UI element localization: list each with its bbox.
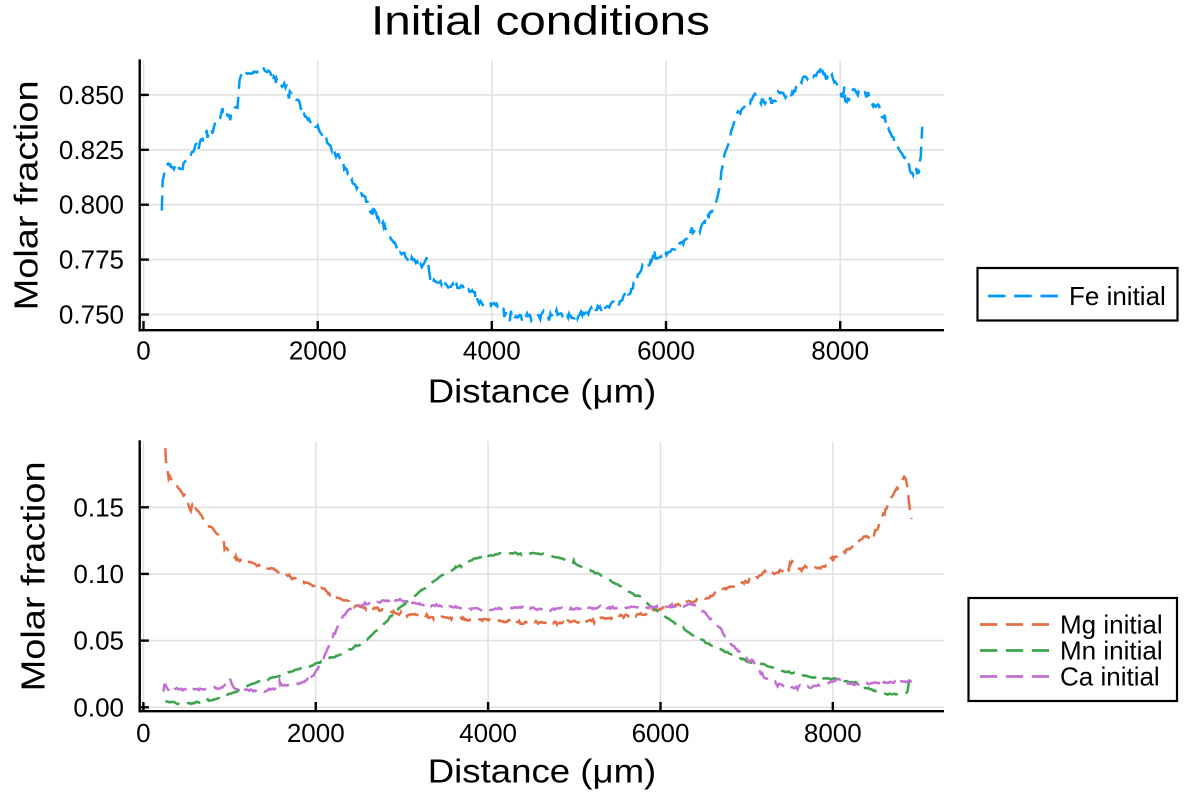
svg-text:0.775: 0.775	[59, 245, 124, 275]
svg-text:8000: 8000	[804, 718, 862, 748]
svg-text:4000: 4000	[463, 336, 521, 366]
svg-text:Distance (μm): Distance (μm)	[428, 753, 657, 790]
svg-text:6000: 6000	[632, 718, 690, 748]
svg-text:Fe initial: Fe initial	[1069, 281, 1166, 311]
svg-text:0.10: 0.10	[73, 559, 124, 589]
svg-text:0: 0	[136, 718, 150, 748]
svg-text:Ca initial: Ca initial	[1060, 662, 1160, 692]
svg-text:2000: 2000	[289, 336, 347, 366]
svg-text:2000: 2000	[287, 718, 345, 748]
svg-text:0.05: 0.05	[73, 626, 124, 656]
svg-text:Mn initial: Mn initial	[1060, 636, 1163, 666]
svg-text:0.800: 0.800	[59, 190, 124, 220]
svg-text:0.825: 0.825	[59, 135, 124, 165]
svg-text:0.00: 0.00	[73, 692, 124, 722]
svg-text:Distance (μm): Distance (μm)	[428, 373, 657, 410]
svg-text:Mg initial: Mg initial	[1060, 610, 1163, 640]
svg-text:0: 0	[136, 336, 150, 366]
svg-text:4000: 4000	[459, 718, 517, 748]
svg-text:0.750: 0.750	[59, 300, 124, 330]
svg-text:Molar fraction: Molar fraction	[15, 461, 52, 691]
svg-text:6000: 6000	[637, 336, 695, 366]
svg-text:0.15: 0.15	[73, 492, 124, 522]
svg-text:8000: 8000	[811, 336, 869, 366]
svg-text:0.850: 0.850	[59, 80, 124, 110]
svg-text:Molar fraction: Molar fraction	[8, 80, 45, 310]
svg-text:Initial conditions: Initial conditions	[371, 0, 710, 44]
